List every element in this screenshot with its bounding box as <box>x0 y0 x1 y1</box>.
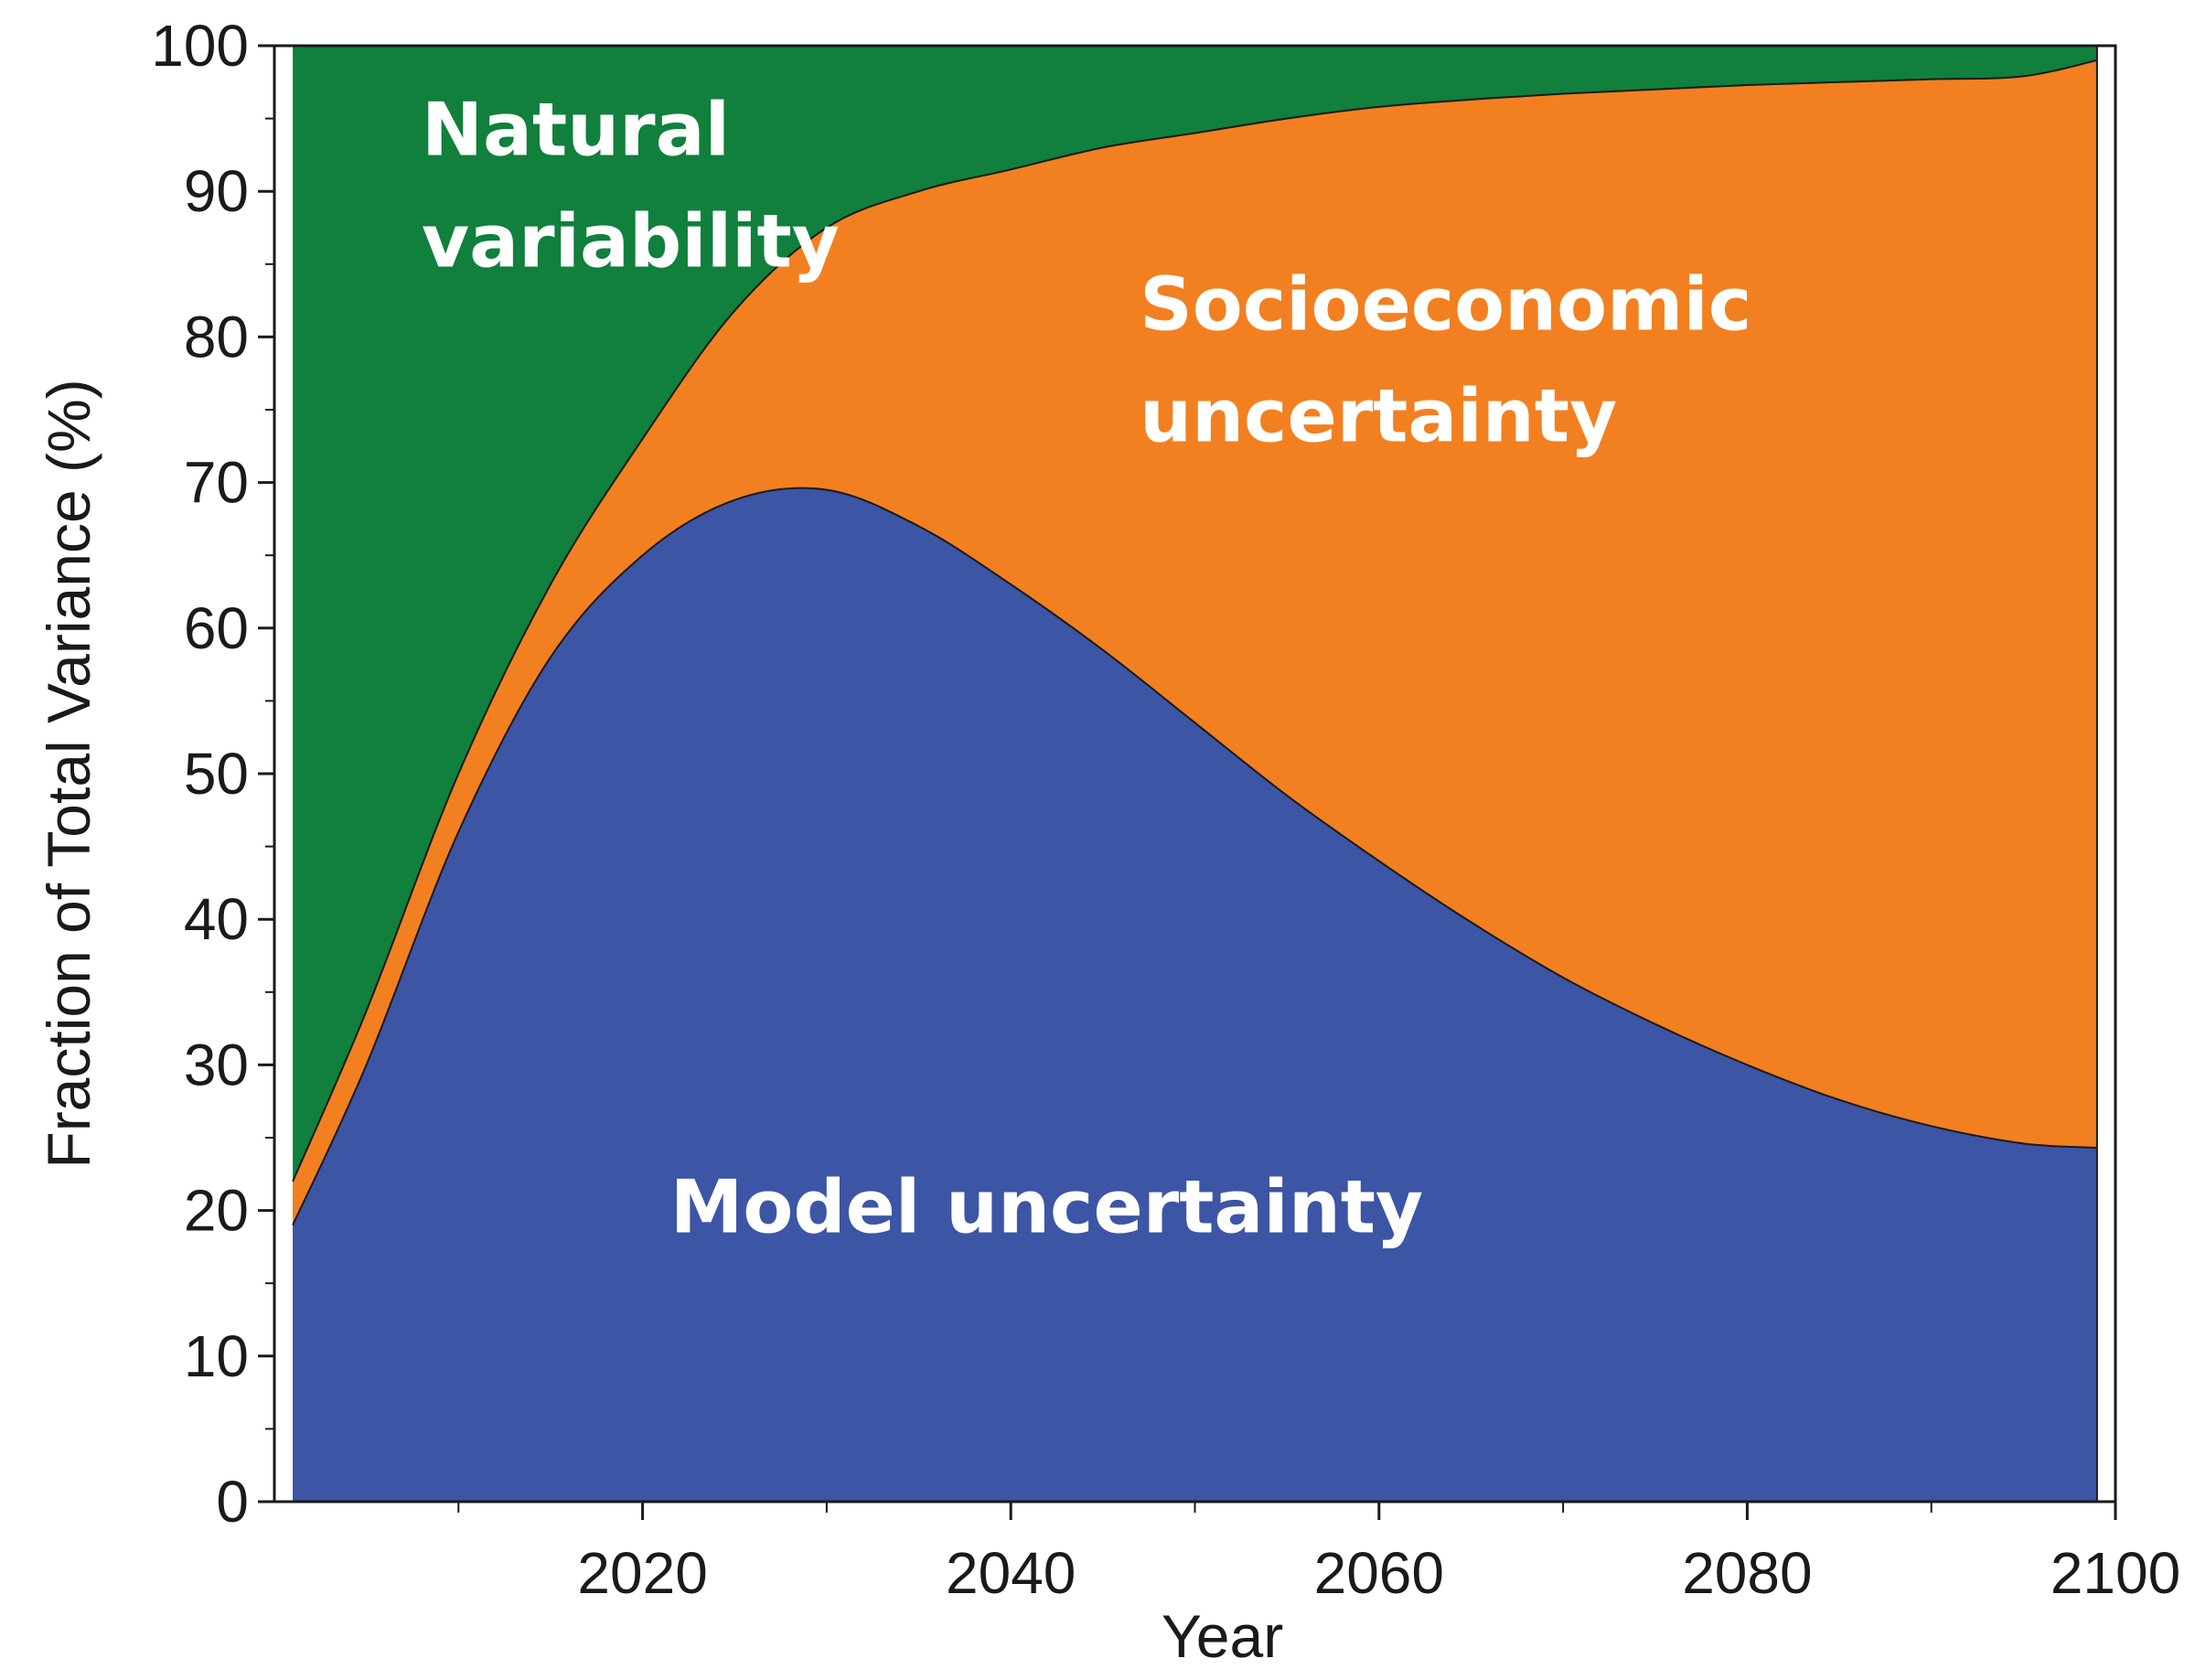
y-tick-label: 40 <box>184 886 249 952</box>
x-tick-label: 2040 <box>946 1540 1076 1606</box>
area-label-line: Natural <box>422 87 730 172</box>
y-tick-label: 10 <box>184 1323 249 1389</box>
x-axis-title: Year <box>1162 1602 1283 1670</box>
y-tick-label: 90 <box>184 158 249 224</box>
axes-layer: 0 10 20 30 40 50 60 70 80 90 100 2020 2040 2060 2080 21… <box>35 13 2180 1670</box>
label-socioeconomic-uncertainty: Socioeconomic uncertainty <box>1140 262 1751 458</box>
y-tick-label: 100 <box>151 13 249 79</box>
boundary-socioeconomic-uncertainty <box>292 59 2098 1182</box>
y-tick-label: 80 <box>184 304 249 369</box>
x-tick-label: 2080 <box>1682 1540 1812 1606</box>
y-axis-title: Fraction of Total Variance (%) <box>35 379 102 1168</box>
label-natural-variability: Natural variability <box>422 87 840 284</box>
area-label-line: Socioeconomic <box>1140 262 1751 347</box>
y-tick-label: 70 <box>184 450 249 516</box>
y-tick-label: 0 <box>216 1469 249 1535</box>
y-tick-label: 60 <box>184 595 249 661</box>
y-tick-label: 20 <box>184 1178 249 1244</box>
x-tick-label: 2060 <box>1314 1540 1444 1606</box>
area-label-line: Model uncertainty <box>670 1164 1423 1249</box>
area-label-line: uncertainty <box>1140 373 1617 458</box>
y-tick-label: 30 <box>184 1032 249 1097</box>
x-tick-label: 2020 <box>577 1540 707 1606</box>
area-model-uncertainty <box>293 487 2097 1502</box>
boundary-model-uncertainty <box>292 487 2097 1225</box>
labels-layer: Model uncertainty Socioeconomic uncertaint… <box>422 87 1751 1249</box>
x-tick-label: 2100 <box>2050 1540 2180 1606</box>
y-tick-label: 50 <box>184 741 249 807</box>
label-model-uncertainty: Model uncertainty <box>670 1164 1423 1249</box>
areas-layer <box>292 44 2098 1502</box>
area-label-line: variability <box>422 198 840 284</box>
